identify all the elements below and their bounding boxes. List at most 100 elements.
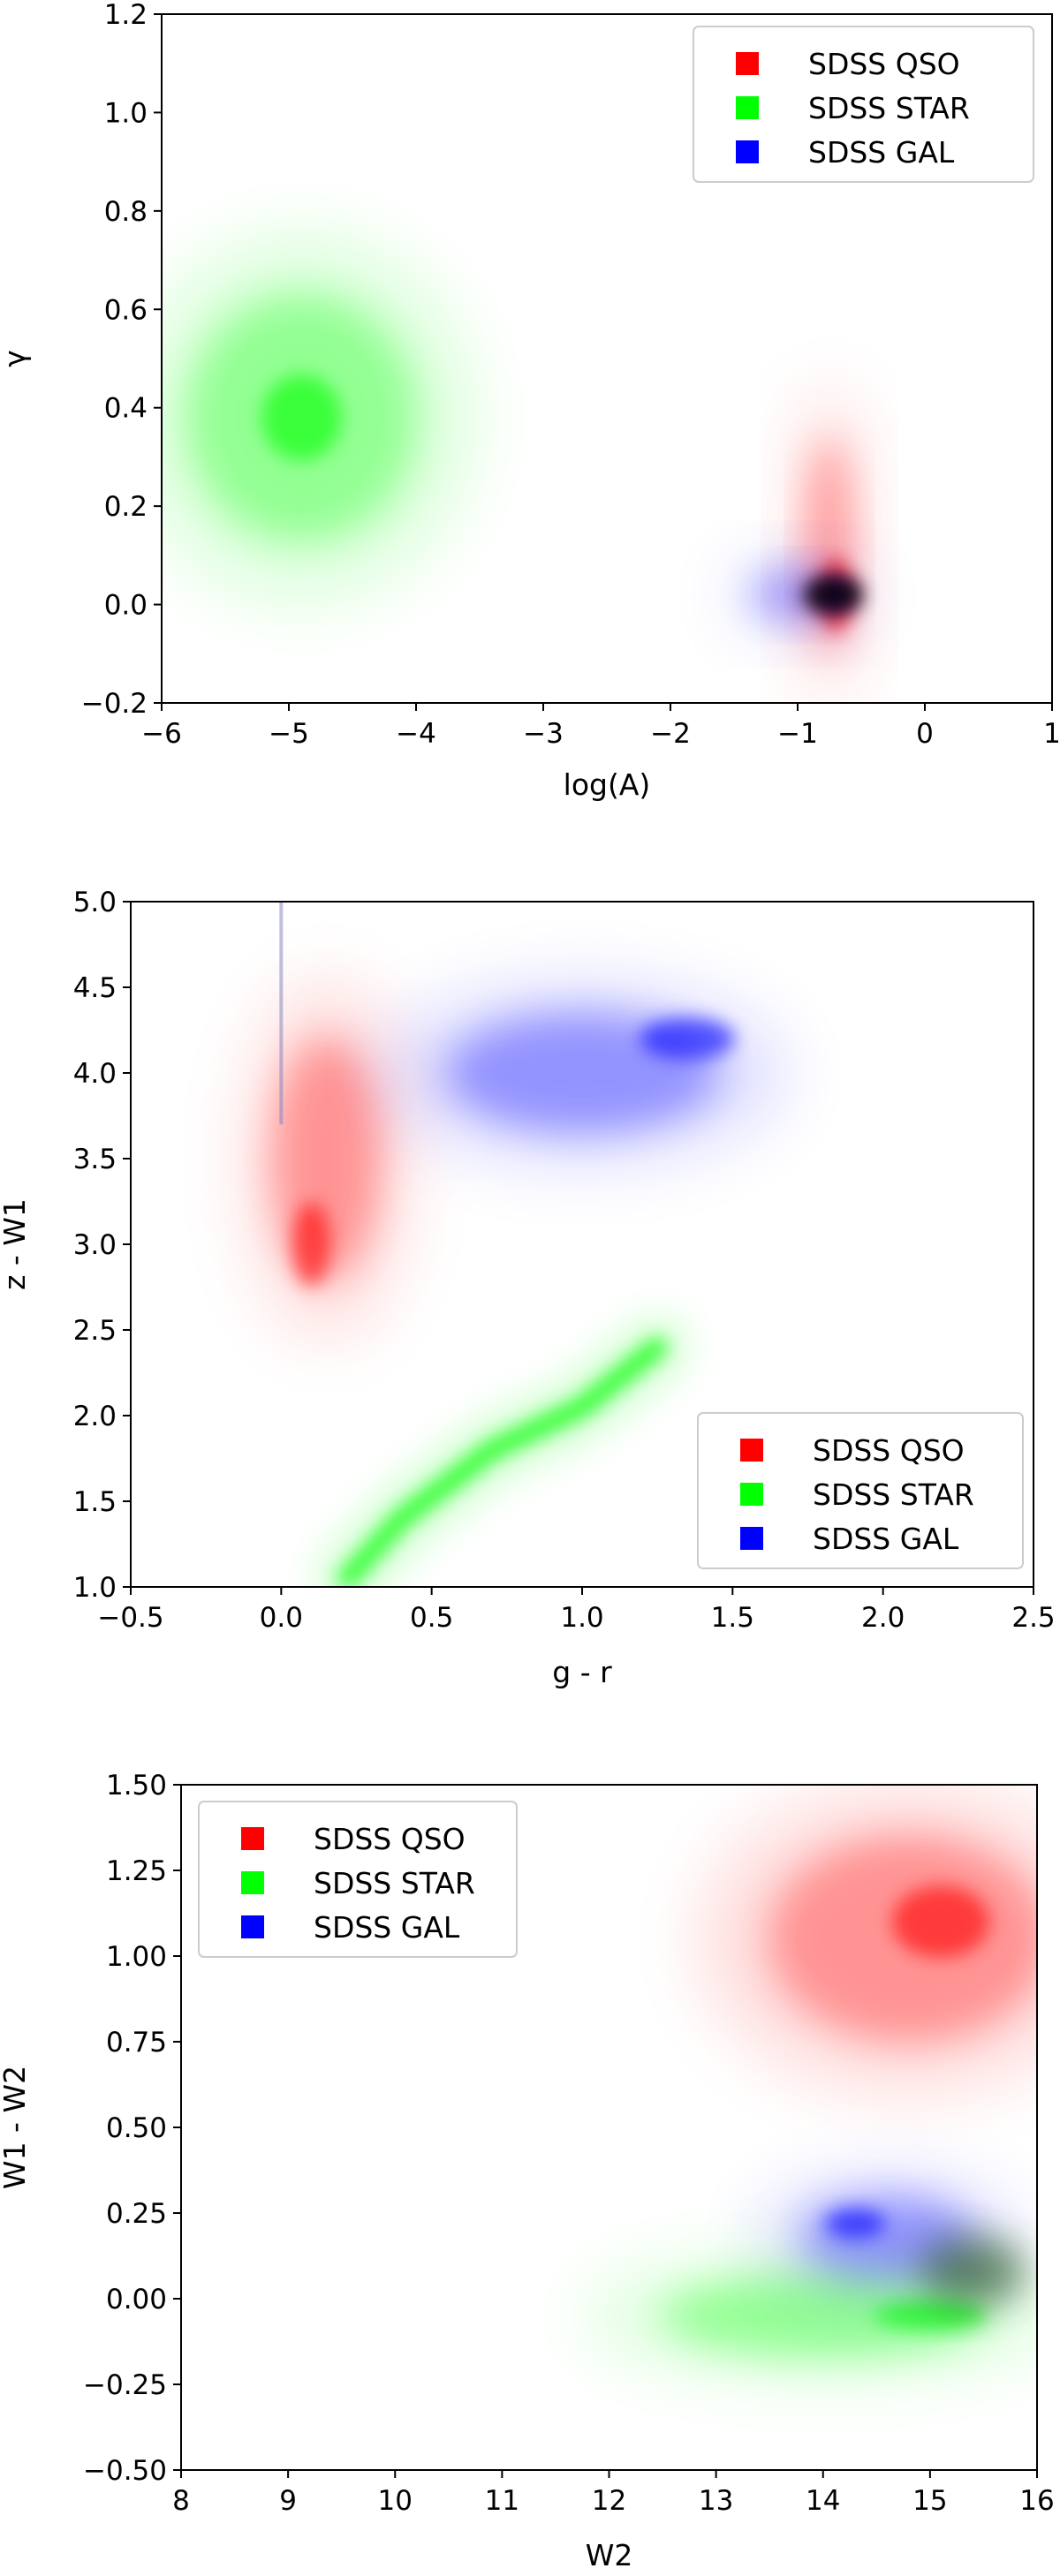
x-tick-label: 13 bbox=[699, 2485, 733, 2517]
y-tick-label: −0.2 bbox=[81, 688, 148, 720]
y-axis-label: W1 - W2 bbox=[0, 2066, 32, 2189]
plot-3: 8 9 10 11 12 13 14 15 16 −0.50 −0.25 0.00 0.25 0.50 0.… bbox=[0, 1770, 1055, 2572]
y-tick-label: 2.0 bbox=[73, 1401, 117, 1432]
legend-swatch bbox=[736, 52, 759, 75]
cloud-peak bbox=[874, 2301, 987, 2330]
legend-label: SDSS GAL bbox=[808, 135, 955, 170]
legend-swatch bbox=[241, 1871, 264, 1894]
x-tick-label: 14 bbox=[806, 2485, 840, 2517]
legend-swatch bbox=[740, 1527, 763, 1550]
y-tick-label: 4.0 bbox=[73, 1058, 117, 1090]
x-tick-label: 0.0 bbox=[260, 1602, 303, 1634]
overlap-core bbox=[803, 575, 864, 615]
legend-swatch bbox=[740, 1483, 763, 1506]
series-cloud-sdss-star bbox=[316, 1316, 689, 1587]
x-tick-label: 8 bbox=[172, 2485, 190, 2517]
y-tick-label: 0.8 bbox=[104, 196, 148, 228]
y-axis-label: z - W1 bbox=[0, 1198, 32, 1290]
legend: SDSS QSO SDSS STAR SDSS GAL bbox=[697, 1412, 1024, 1569]
y-tick-label: 3.0 bbox=[73, 1229, 117, 1261]
y-tick-label: 1.0 bbox=[104, 97, 148, 129]
plot-1: −6 −5 −4 −3 −2 −1 0 1 −0.2 0.0 0.2 0.4 0.6 0.8 1.0 1.2 l… bbox=[0, 0, 1060, 802]
legend-swatch bbox=[740, 1439, 763, 1462]
y-tick-label: 0.6 bbox=[104, 294, 148, 326]
star-track-core bbox=[337, 1337, 668, 1587]
y-tick-label: 5.0 bbox=[73, 887, 117, 918]
cloud-peak bbox=[891, 1885, 990, 1958]
y-tick-label: 0.0 bbox=[104, 590, 148, 622]
plot-2: −0.5 0.0 0.5 1.0 1.5 2.0 2.5 1.0 1.5 2.0 2.5 3.0 3.5… bbox=[0, 887, 1056, 1689]
y-tick-label: 3.5 bbox=[73, 1144, 117, 1175]
legend-label: SDSS GAL bbox=[813, 1522, 959, 1556]
x-tick-label: −0.5 bbox=[97, 1602, 163, 1634]
series-cloud-sdss-star bbox=[162, 232, 473, 602]
x-tick-label: 0 bbox=[916, 718, 934, 750]
y-axis-label: γ bbox=[0, 350, 32, 367]
density-layer bbox=[245, 902, 785, 1587]
series-cloud-sdss-gal bbox=[379, 983, 785, 1163]
y-tick-label: 0.00 bbox=[106, 2284, 167, 2315]
x-tick-label: 2.5 bbox=[1011, 1602, 1055, 1634]
legend-swatch bbox=[736, 96, 759, 119]
y-tick-label: 1.50 bbox=[106, 1770, 167, 1802]
y-tick-label: 1.5 bbox=[73, 1486, 117, 1518]
legend-box bbox=[693, 26, 1034, 183]
cloud-peak bbox=[825, 2209, 886, 2238]
x-tick-label: −4 bbox=[396, 718, 436, 750]
legend: SDSS QSO SDSS STAR SDSS GAL bbox=[198, 1801, 518, 1958]
legend-swatch bbox=[736, 140, 759, 163]
x-tick-label: 1 bbox=[1043, 718, 1060, 750]
y-tick-label: 0.75 bbox=[106, 2027, 167, 2059]
series-cloud-sdss-qso bbox=[795, 382, 864, 703]
density-layer bbox=[162, 232, 865, 703]
x-tick-label: −6 bbox=[141, 718, 182, 750]
x-tick-label: −3 bbox=[523, 718, 564, 750]
x-tick-label: 10 bbox=[378, 2485, 413, 2517]
x-tick-label: 0.5 bbox=[410, 1602, 453, 1634]
legend-label: SDSS GAL bbox=[314, 1910, 460, 1945]
legend-label: SDSS STAR bbox=[314, 1866, 475, 1900]
y-tick-label: 1.2 bbox=[104, 0, 148, 31]
y-tick-label: 1.00 bbox=[106, 1941, 167, 1973]
legend-label: SDSS STAR bbox=[813, 1477, 974, 1512]
y-tick-label: 0.4 bbox=[104, 393, 148, 425]
x-tick-label: 15 bbox=[912, 2485, 947, 2517]
x-tick-label: 1.5 bbox=[711, 1602, 754, 1634]
y-tick-label: 0.50 bbox=[106, 2112, 167, 2144]
x-tick-label: 11 bbox=[485, 2485, 519, 2517]
x-tick-label: 2.0 bbox=[861, 1602, 905, 1634]
x-tick-label: −1 bbox=[777, 718, 818, 750]
y-tick-label: −0.50 bbox=[83, 2455, 167, 2487]
x-tick-label: 16 bbox=[1019, 2485, 1054, 2517]
legend-label: SDSS QSO bbox=[808, 47, 960, 81]
series-cloud-sdss-qso bbox=[700, 1785, 1037, 2094]
y-tick-label: −0.25 bbox=[83, 2369, 167, 2401]
x-tick-label: 12 bbox=[592, 2485, 626, 2517]
density-layer bbox=[582, 1785, 1037, 2378]
overlap-core bbox=[920, 2235, 1026, 2307]
legend: SDSS QSO SDSS STAR SDSS GAL bbox=[693, 26, 1034, 183]
plot-frame bbox=[161, 13, 1053, 704]
x-tick-label: 9 bbox=[279, 2485, 297, 2517]
legend-label: SDSS STAR bbox=[808, 91, 970, 125]
y-tick-label: 0.2 bbox=[104, 491, 148, 523]
x-axis-label: W2 bbox=[586, 2538, 633, 2572]
x-tick-label: 1.0 bbox=[560, 1602, 603, 1634]
cloud-peak bbox=[261, 374, 342, 461]
legend-box bbox=[697, 1412, 1024, 1569]
legend-swatch bbox=[241, 1915, 264, 1938]
legend-label: SDSS QSO bbox=[813, 1433, 965, 1468]
x-tick-label: −2 bbox=[650, 718, 691, 750]
y-tick-label: 1.0 bbox=[73, 1572, 117, 1604]
series-cloud-sdss-qso bbox=[245, 978, 408, 1339]
legend-box bbox=[198, 1801, 518, 1958]
x-axis-label: g - r bbox=[552, 1655, 612, 1689]
cloud-peak bbox=[292, 1202, 330, 1287]
x-tick-label: −5 bbox=[269, 718, 309, 750]
legend-label: SDSS QSO bbox=[314, 1822, 466, 1856]
y-tick-label: 0.25 bbox=[106, 2198, 167, 2230]
cloud-peak bbox=[640, 1017, 735, 1060]
y-tick-label: 1.25 bbox=[106, 1855, 167, 1887]
legend-swatch bbox=[241, 1827, 264, 1850]
